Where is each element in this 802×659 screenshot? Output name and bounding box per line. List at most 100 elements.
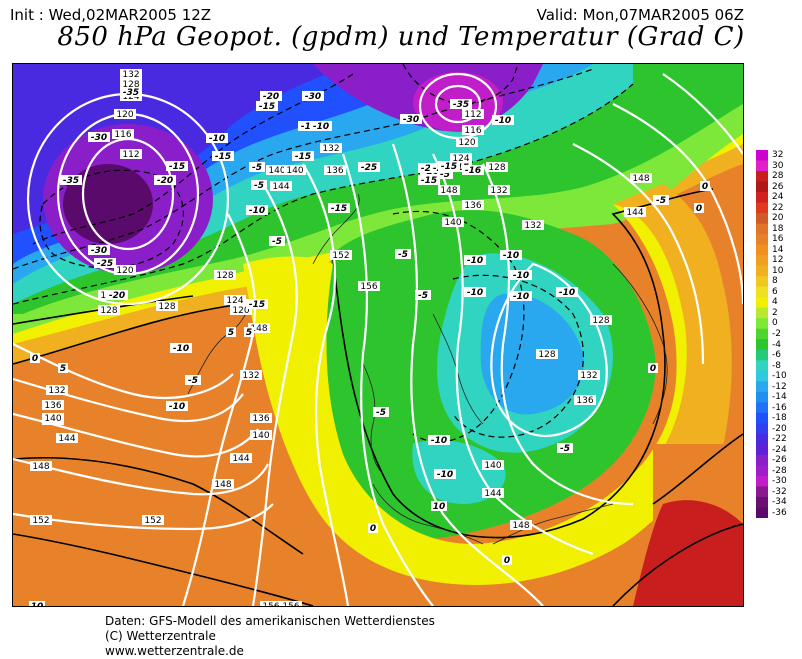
temperature-label: -5 bbox=[252, 163, 262, 173]
legend-band bbox=[756, 255, 768, 267]
temperature-label-box bbox=[437, 169, 453, 179]
temperature-label: -10 bbox=[431, 436, 447, 446]
temperature-label-box bbox=[492, 115, 514, 125]
temperature-label-box bbox=[212, 151, 234, 161]
geopotential-label-box bbox=[574, 395, 596, 405]
temperature-label-box bbox=[185, 375, 201, 385]
valid-time-label: Valid: Mon,07MAR2005 06Z bbox=[536, 6, 744, 24]
temperature-label: -10 bbox=[495, 116, 511, 126]
geopotential-label: 136 bbox=[44, 401, 61, 411]
legend-label: -26 bbox=[772, 455, 787, 466]
footer-data-source: Daten: GFS-Modell des amerikanischen Wet… bbox=[105, 614, 435, 628]
footer-website: www.wetterzentrale.de bbox=[105, 644, 244, 658]
temperature-label: -10 bbox=[169, 402, 185, 412]
geopotential-label: 136 bbox=[576, 396, 593, 406]
geopotential-label-box bbox=[230, 305, 252, 315]
legend-label: -20 bbox=[772, 423, 787, 434]
geopotential-label: 144 bbox=[232, 454, 249, 464]
geopotential-label-box bbox=[156, 301, 178, 311]
temperature-label: 0 bbox=[370, 524, 376, 534]
temperature-label-box bbox=[358, 162, 380, 172]
geopotential-label-box bbox=[270, 181, 292, 191]
geopotential-label: 144 bbox=[272, 182, 289, 192]
geopotential-label: 132 bbox=[122, 70, 139, 80]
geopotential-label-box bbox=[120, 79, 142, 89]
temperature-label-box bbox=[395, 249, 411, 259]
temperature-label-box bbox=[94, 258, 116, 268]
temperature-label-box bbox=[246, 205, 268, 215]
temperature-label: -30 bbox=[91, 133, 107, 143]
legend-label: -18 bbox=[772, 413, 787, 424]
legend-band bbox=[756, 475, 768, 487]
geopotential-label: 148 bbox=[250, 324, 267, 334]
geopotential-label: 132 bbox=[322, 144, 339, 154]
legend-band bbox=[756, 360, 768, 372]
legend-band bbox=[756, 171, 768, 183]
geopotential-label: 128 bbox=[538, 350, 555, 360]
legend-label: -32 bbox=[772, 486, 787, 497]
geopotential-label-box bbox=[266, 165, 288, 175]
temperature-label: 5 bbox=[228, 328, 234, 338]
geopotential-label-box bbox=[462, 125, 484, 135]
geopotential-label: 112 bbox=[122, 150, 139, 160]
legend-label: 30 bbox=[772, 160, 784, 171]
temperature-label: -5 bbox=[254, 181, 264, 191]
temperature-label-box bbox=[428, 435, 450, 445]
geopotential-label: 120 bbox=[458, 138, 475, 148]
temperature-label: -5 bbox=[656, 196, 666, 206]
temperature-label: 0 bbox=[32, 354, 38, 364]
legend-label: -12 bbox=[772, 381, 787, 392]
geopotential-label: 128 bbox=[158, 302, 175, 312]
geopotential-label: 132 bbox=[242, 371, 259, 381]
legend-band bbox=[756, 391, 768, 403]
temperature-label: -5 bbox=[272, 237, 282, 247]
geopotential-label: 148 bbox=[632, 174, 649, 184]
legend-label: 14 bbox=[772, 244, 784, 255]
geopotential-label: 128 bbox=[100, 306, 117, 316]
temperature-label-box bbox=[251, 180, 267, 190]
temperature-label-box bbox=[310, 121, 332, 131]
temperature-label: -10 bbox=[467, 288, 483, 298]
legend-label: -16 bbox=[772, 402, 787, 413]
geopotential-label-box bbox=[522, 220, 544, 230]
geopotential-label: 148 bbox=[440, 186, 457, 196]
geopotential-label-box bbox=[230, 453, 252, 463]
legend-band bbox=[756, 423, 768, 435]
geopotential-label-box bbox=[488, 185, 510, 195]
legend-label: -2 bbox=[772, 329, 781, 339]
map-title: 850 hPa Geopot. (gpdm) und Temperatur (G… bbox=[57, 22, 745, 52]
temperature-label-box bbox=[373, 407, 389, 417]
temperature-label: -5 bbox=[418, 291, 428, 301]
geopotential-label-box bbox=[98, 305, 120, 315]
temperature-label-box bbox=[30, 353, 40, 363]
legend-colorbar bbox=[756, 144, 768, 519]
temperature-label-box bbox=[434, 469, 456, 479]
legend-label: 16 bbox=[772, 234, 784, 245]
geopotential-label-box bbox=[248, 323, 270, 333]
legend-label: -8 bbox=[772, 360, 781, 371]
temperature-label-box bbox=[648, 363, 658, 373]
geopotential-label: 152 bbox=[332, 251, 349, 261]
geopotential-label-box bbox=[280, 601, 302, 606]
geopotential-label-box bbox=[320, 143, 342, 153]
geopotential-label-box bbox=[462, 200, 484, 210]
geopotential-label: 136 bbox=[326, 166, 343, 176]
temperature-label: -20 bbox=[157, 176, 173, 186]
legend-band bbox=[756, 234, 768, 246]
temperature-label-box bbox=[166, 401, 188, 411]
geopotential-label-box bbox=[250, 430, 272, 440]
temperature-label-box bbox=[450, 162, 472, 172]
temperature-label-box bbox=[462, 165, 484, 175]
temperature-label-box bbox=[302, 91, 324, 101]
legend-band bbox=[756, 454, 768, 466]
legend-band bbox=[756, 328, 768, 340]
legend-band bbox=[756, 402, 768, 414]
legend-label: -6 bbox=[772, 350, 781, 361]
temperature-label: -10 bbox=[437, 470, 453, 480]
legend-band bbox=[756, 202, 768, 214]
weather-map: 1321281241201161121201241281281241201281… bbox=[12, 63, 744, 607]
temperature-label-box bbox=[120, 87, 142, 97]
temperature-label: -30 bbox=[403, 115, 419, 125]
temperature-label: -35 bbox=[453, 100, 469, 110]
temperature-label-box bbox=[328, 203, 350, 213]
